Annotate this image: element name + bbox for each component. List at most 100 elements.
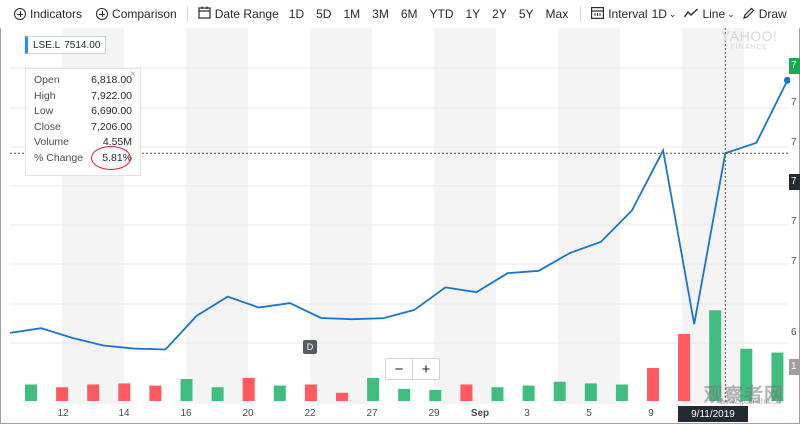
- indicators-label: Indicators: [30, 7, 83, 21]
- volume-bar: [553, 381, 566, 401]
- close-icon[interactable]: ×: [130, 69, 136, 80]
- price-chart[interactable]: [10, 28, 790, 404]
- volume-bar: [149, 385, 162, 401]
- toolbar-divider: [580, 6, 582, 22]
- volume-axis-tag: 1: [789, 359, 800, 375]
- x-tick-label: 20: [242, 408, 254, 419]
- volume-bar: [336, 392, 348, 401]
- pencil-icon: [742, 7, 755, 22]
- volume-bar: [647, 368, 659, 401]
- ohlc-row: Low 6,690.00: [34, 104, 132, 120]
- volume-bar: [242, 377, 255, 401]
- volume-bar: [491, 387, 504, 401]
- chevron-down-icon: ⌄: [668, 8, 677, 19]
- watermark-line1: YAHOO!: [721, 28, 778, 44]
- volume-bar: [522, 385, 535, 401]
- ticker-symbol: LSE.L: [33, 39, 61, 51]
- y-tick-label: 7: [791, 216, 797, 227]
- line-chart-icon: [684, 7, 699, 21]
- y-tick-label: 7: [791, 256, 797, 267]
- interval-icon: [591, 6, 605, 22]
- guancha-watermark: 观察者网: [704, 384, 785, 406]
- ohlc-value: 7,922.00: [91, 89, 132, 102]
- range-button[interactable]: 6M: [400, 7, 418, 21]
- range-button[interactable]: 1D: [288, 7, 305, 21]
- crosshair-date-label: 9/11/2019: [678, 406, 748, 422]
- ohlc-label: Close: [34, 120, 61, 133]
- toolbar-divider: [186, 6, 188, 22]
- watermark-line2: FINANCE: [730, 44, 769, 51]
- comparison-button[interactable]: Comparison: [86, 0, 181, 28]
- volume-bar: [87, 384, 100, 401]
- volume-bar: [25, 384, 37, 401]
- x-tick-label: 3: [524, 408, 530, 419]
- chart-type-button[interactable]: Line ⌄: [680, 0, 738, 28]
- x-tick-label: 9: [648, 408, 654, 419]
- date-range-button[interactable]: Date Range: [194, 0, 283, 28]
- volume-bar: [584, 383, 597, 401]
- zoom-control: − +: [385, 358, 440, 380]
- range-button[interactable]: Max: [545, 7, 569, 21]
- interval-value: 1D: [651, 7, 667, 21]
- draw-label: Draw: [758, 7, 787, 21]
- date-range-label: Date Range: [214, 7, 279, 21]
- volume-bar: [304, 384, 317, 401]
- y-tick-label: 7: [791, 97, 797, 108]
- chart-type-label: Line: [702, 7, 726, 21]
- draw-button[interactable]: Draw: [739, 0, 791, 28]
- ohlc-label: Low: [34, 105, 54, 117]
- y-tick-label: 6: [791, 327, 797, 338]
- last-point-marker: [784, 76, 790, 84]
- volume-bar: [771, 352, 784, 401]
- background-band: [558, 28, 620, 404]
- x-tick-label: 12: [57, 408, 69, 419]
- guancha-watermark-url: www.guancha.cn: [720, 397, 781, 406]
- highlight-circle-annotation: [91, 146, 131, 170]
- crosshair-price-tag: 7: [789, 174, 800, 190]
- add-circle-icon: [96, 8, 109, 20]
- range-button[interactable]: 1M: [343, 7, 361, 21]
- yahoo-finance-watermark: YAHOO! FINANCE: [721, 28, 778, 54]
- volume-bar: [460, 384, 473, 401]
- y-tick-label: 7: [791, 137, 797, 148]
- comparison-label: Comparison: [112, 7, 177, 21]
- volume-bar: [398, 388, 411, 401]
- range-button[interactable]: 5D: [316, 7, 332, 21]
- price-chart-svg: [10, 28, 790, 404]
- x-tick-label: 5: [586, 408, 592, 419]
- volume-bar: [273, 385, 286, 401]
- zoom-out-button[interactable]: −: [386, 359, 413, 379]
- volume-bar: [678, 333, 691, 401]
- add-circle-icon: [14, 8, 26, 20]
- ticker-label[interactable]: LSE.L 7514.00: [25, 36, 107, 54]
- x-tick-label: 16: [180, 408, 192, 419]
- range-selector: 1D 5D 1M 3M 6M YTD 1Y 2Y 5Y Max: [283, 0, 574, 28]
- volume-bar: [118, 383, 131, 401]
- zoom-in-button[interactable]: +: [421, 360, 431, 378]
- ohlc-value: 6,818.00: [91, 74, 132, 86]
- range-button[interactable]: YTD: [429, 7, 454, 21]
- ohlc-value: 4.55M: [102, 136, 132, 148]
- interval-button[interactable]: Interval 1D ⌄: [587, 0, 680, 28]
- indicators-button[interactable]: Indicators: [0, 0, 86, 28]
- x-tick-label: 14: [118, 408, 130, 419]
- volume-bar: [180, 379, 193, 401]
- background-band: [434, 28, 496, 404]
- ohlc-row: High 7,922.00: [34, 89, 132, 105]
- volume-bar: [709, 310, 722, 401]
- range-button[interactable]: 5Y: [518, 7, 534, 21]
- price-line: [10, 79, 789, 351]
- background-band: [310, 28, 372, 404]
- ohlc-label: High: [34, 89, 56, 102]
- x-tick-label: 29: [428, 408, 440, 419]
- ohlc-row: Close 7,206.00: [34, 120, 132, 136]
- x-tick-label: 27: [366, 408, 378, 419]
- range-button[interactable]: 1Y: [465, 7, 481, 21]
- range-button[interactable]: 2Y: [492, 7, 507, 21]
- dividend-marker[interactable]: D: [303, 340, 317, 354]
- volume-bar: [429, 390, 442, 401]
- volume-bar: [367, 377, 380, 401]
- ticker-price: 7514.00: [64, 39, 101, 51]
- ohlc-label: Volume: [34, 136, 70, 148]
- range-button[interactable]: 3M: [372, 7, 389, 21]
